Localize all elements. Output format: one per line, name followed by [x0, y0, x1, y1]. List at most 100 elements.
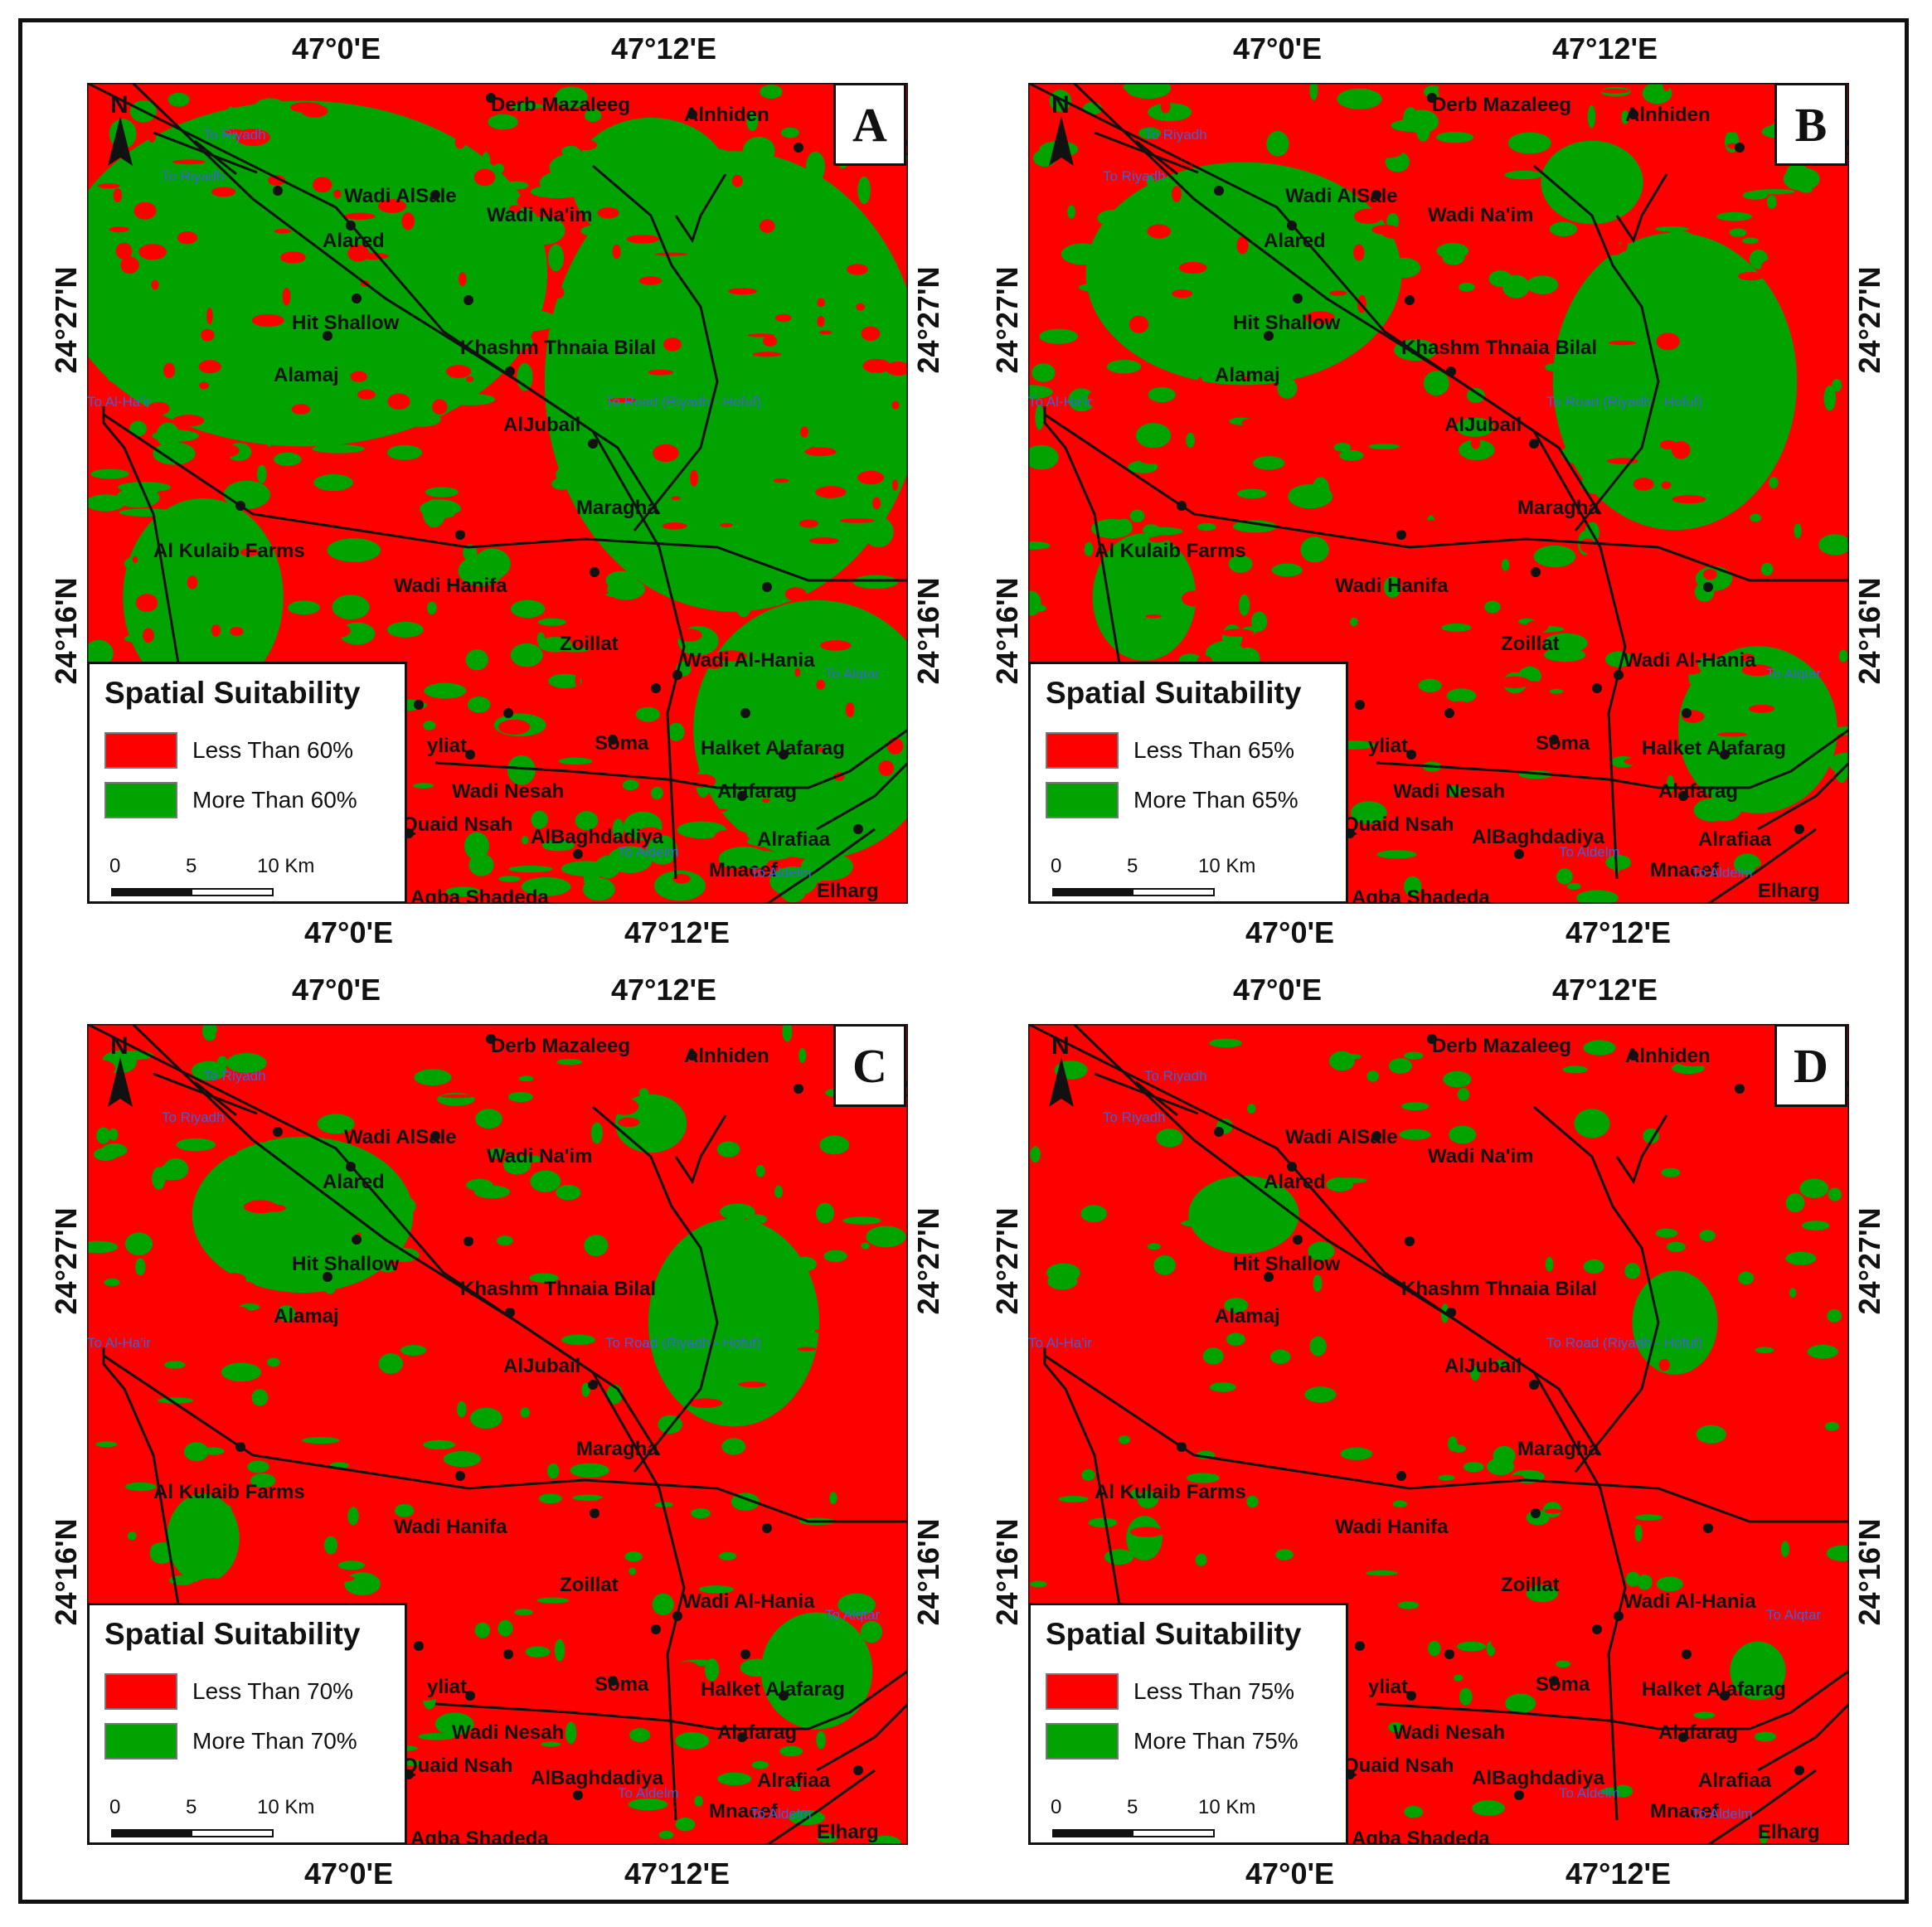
- low-suitability-patch: [1749, 704, 1775, 713]
- place-marker: [1427, 1034, 1437, 1044]
- place-label: Maragha: [576, 497, 658, 519]
- high-suitability-patch: [1526, 1585, 1559, 1603]
- high-suitability-patch: [784, 619, 836, 645]
- place-label: Khashm Thnaia Bilal: [1401, 1278, 1597, 1300]
- low-suitability-patch: [855, 1269, 874, 1274]
- high-suitability-patch: [819, 1135, 850, 1155]
- high-suitability-patch: [1448, 1436, 1458, 1452]
- high-suitability-patch: [782, 1024, 793, 1042]
- place-marker: [1549, 1676, 1559, 1686]
- place-label: Zoillat: [560, 633, 619, 655]
- low-suitability-patch: [1145, 614, 1162, 619]
- place-marker: [853, 824, 863, 834]
- legend-swatch-more: [104, 1723, 177, 1760]
- high-suitability-patch: [548, 673, 582, 689]
- high-suitability-patch: [1209, 1038, 1242, 1048]
- place-marker: [590, 1508, 600, 1518]
- high-suitability-patch: [1226, 1332, 1245, 1346]
- high-suitability-patch: [1501, 559, 1510, 571]
- high-suitability-patch: [1104, 1549, 1134, 1565]
- high-suitability-patch: [1376, 850, 1417, 859]
- high-suitability-patch: [1767, 195, 1777, 209]
- low-suitability-patch: [98, 183, 120, 189]
- place-label: Al Kulaib Farms: [1095, 1481, 1246, 1503]
- low-suitability-patch: [413, 1666, 426, 1681]
- low-suitability-patch: [1160, 100, 1171, 114]
- high-suitability-patch: [1505, 1693, 1536, 1714]
- low-suitability-patch: [892, 479, 899, 491]
- high-suitability-patch: [127, 1531, 137, 1541]
- high-suitability-patch: [1339, 449, 1364, 461]
- low-suitability-patch: [545, 1230, 570, 1235]
- place-marker: [672, 670, 682, 680]
- high-suitability-patch: [561, 1334, 595, 1346]
- low-suitability-patch: [1357, 1216, 1380, 1233]
- high-suitability-patch: [675, 1731, 710, 1750]
- low-suitability-patch: [133, 1277, 156, 1286]
- place-label: Hit Shallow: [1233, 1253, 1341, 1275]
- high-suitability-patch: [386, 229, 403, 247]
- place-marker: [414, 700, 424, 710]
- high-suitability-patch: [1769, 1673, 1780, 1682]
- high-suitability-patch: [653, 287, 672, 306]
- high-suitability-patch: [1613, 1784, 1633, 1798]
- place-label: Alamaj: [274, 1305, 339, 1328]
- high-suitability-patch: [1561, 443, 1604, 465]
- low-suitability-patch: [517, 193, 535, 209]
- high-suitability-patch: [815, 1202, 835, 1224]
- high-suitability-patch: [1690, 236, 1706, 251]
- place-marker: [1406, 750, 1416, 760]
- high-suitability-patch: [455, 345, 467, 367]
- high-suitability-patch: [654, 870, 706, 901]
- north-arrow-icon: [108, 116, 133, 166]
- low-suitability-patch: [1059, 413, 1070, 425]
- north-label: N: [110, 1032, 129, 1060]
- low-suitability-patch: [1717, 732, 1747, 737]
- high-suitability-patch: [691, 1508, 711, 1519]
- road-label: To Al-Ha'ir: [87, 394, 151, 410]
- longitude-label-top: 47°12'E: [1552, 973, 1658, 1007]
- high-suitability-patch: [345, 354, 381, 378]
- high-suitability-patch: [1828, 1187, 1842, 1201]
- place-label: Wadi Hanifa: [394, 575, 507, 597]
- high-suitability-patch: [420, 499, 461, 519]
- low-suitability-patch: [1424, 1061, 1447, 1076]
- low-suitability-patch: [198, 360, 221, 374]
- place-marker: [1678, 791, 1688, 801]
- place-marker: [414, 1641, 424, 1651]
- high-suitability-patch: [1192, 299, 1231, 314]
- low-suitability-patch: [799, 1780, 821, 1797]
- low-suitability-patch: [1544, 1508, 1562, 1514]
- high-suitability-patch: [785, 352, 837, 361]
- low-suitability-patch: [1415, 216, 1438, 229]
- road-line: [592, 164, 719, 532]
- high-suitability-patch: [525, 1646, 551, 1658]
- road-label: To Riyadh: [203, 1068, 266, 1084]
- low-suitability-patch: [240, 548, 260, 556]
- low-suitability-patch: [432, 399, 448, 415]
- low-suitability-patch: [282, 287, 291, 306]
- high-suitability-patch: [570, 371, 609, 402]
- high-suitability-patch: [1195, 1553, 1207, 1566]
- low-suitability-patch: [366, 1390, 395, 1395]
- high-suitability-patch: [1088, 1517, 1118, 1528]
- latitude-label-right: 24°16'N: [911, 577, 945, 685]
- low-suitability-patch: [1236, 236, 1249, 255]
- high-suitability-patch: [789, 415, 803, 433]
- high-suitability-patch: [1186, 432, 1195, 448]
- high-suitability-patch: [694, 1795, 703, 1807]
- high-suitability-patch: [170, 569, 195, 596]
- high-suitability-patch: [475, 1109, 502, 1129]
- road-label: To Road (Riyadh - Hofuf): [605, 1335, 761, 1351]
- road-label: To Aldelm: [1692, 865, 1753, 881]
- road-line: [1757, 1702, 1849, 1772]
- road-line: [1094, 1072, 1199, 1115]
- low-suitability-patch: [1448, 1735, 1481, 1745]
- low-suitability-patch: [1369, 145, 1403, 158]
- high-suitability-patch: [1030, 604, 1047, 612]
- place-label: Alared: [1264, 1171, 1326, 1193]
- low-suitability-patch: [454, 136, 466, 149]
- high-suitability-patch: [324, 1285, 336, 1294]
